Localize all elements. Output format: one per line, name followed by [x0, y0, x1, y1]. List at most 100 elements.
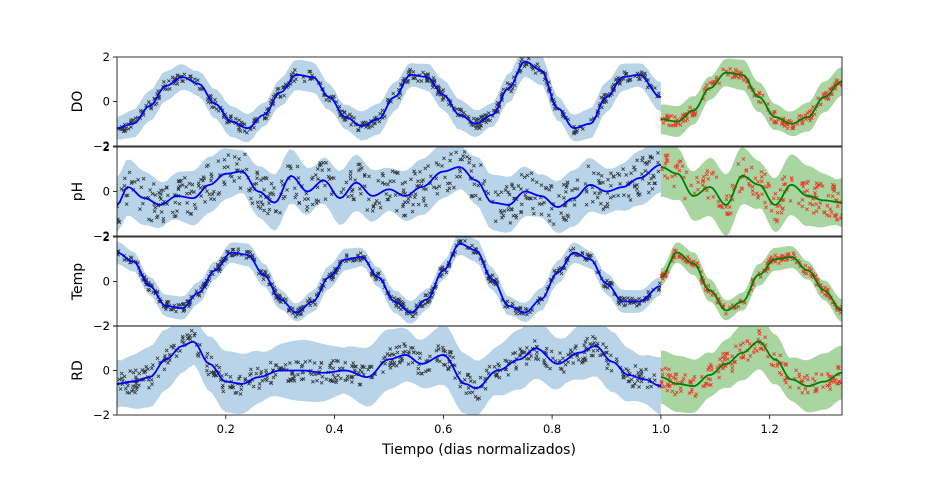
data-point [585, 336, 590, 341]
data-point [483, 113, 487, 117]
y-tick-label: 2 [103, 230, 110, 244]
train-observations [117, 149, 661, 227]
data-point [609, 368, 614, 373]
data-point [761, 347, 766, 352]
data-point [446, 366, 450, 371]
data-point [808, 118, 813, 123]
data-point [561, 356, 565, 361]
data-point [288, 361, 292, 365]
data-point [182, 175, 187, 180]
data-point [285, 188, 289, 192]
data-point [251, 384, 256, 389]
data-point [128, 369, 133, 373]
data-point [636, 193, 641, 198]
data-point [117, 219, 121, 224]
data-point [565, 180, 570, 185]
data-point [133, 390, 137, 395]
data-point [828, 207, 833, 211]
data-point [637, 296, 642, 301]
data-point [406, 362, 411, 366]
data-point [149, 377, 154, 382]
data-point [709, 368, 714, 372]
data-point [836, 366, 841, 371]
data-point [195, 78, 200, 83]
data-point [172, 343, 176, 348]
data-point [276, 86, 281, 91]
data-point [606, 362, 611, 366]
data-point [248, 373, 252, 377]
data-point [185, 210, 190, 214]
data-point [637, 302, 641, 307]
data-point [807, 266, 812, 271]
data-point [801, 184, 805, 189]
data-point [242, 129, 247, 133]
data-point [670, 174, 675, 179]
data-point [518, 305, 523, 310]
data-point [653, 86, 657, 90]
data-point [609, 171, 613, 176]
data-point [149, 106, 154, 111]
data-point [182, 72, 187, 77]
data-point [329, 361, 334, 365]
data-point [358, 382, 363, 387]
data-point [383, 361, 388, 366]
data-point [416, 179, 420, 184]
data-point [217, 190, 222, 195]
data-point [406, 200, 410, 205]
data-point [244, 249, 249, 254]
data-point [217, 269, 222, 274]
data-point [692, 374, 697, 379]
data-point [137, 383, 141, 388]
data-point [500, 215, 504, 220]
data-point [146, 287, 151, 292]
data-point [817, 205, 821, 210]
data-point [292, 374, 297, 378]
data-point [300, 370, 305, 375]
data-point [734, 74, 739, 79]
data-point [663, 161, 668, 166]
data-point [632, 165, 636, 170]
data-point [656, 91, 661, 96]
data-point [278, 95, 283, 100]
data-point [617, 173, 622, 177]
data-point [595, 195, 600, 200]
data-point [369, 364, 373, 369]
data-point [231, 247, 236, 252]
data-point [778, 353, 783, 358]
data-point [313, 173, 318, 177]
data-point [767, 184, 772, 188]
data-point [315, 378, 319, 383]
data-point [484, 120, 489, 125]
data-point [514, 367, 519, 371]
data-point [423, 293, 428, 298]
data-point [174, 354, 179, 359]
data-point [724, 197, 729, 202]
data-point [640, 172, 644, 177]
data-point [589, 253, 593, 258]
data-point [434, 161, 439, 165]
data-point [501, 87, 506, 92]
data-point [180, 183, 185, 187]
data-point [765, 354, 770, 359]
data-point [357, 186, 362, 191]
data-point [605, 286, 610, 290]
data-point [598, 353, 602, 358]
data-point [259, 200, 264, 204]
data-point [403, 191, 408, 196]
data-point [524, 345, 529, 350]
data-point [623, 71, 628, 76]
data-point [751, 192, 756, 197]
data-point [386, 197, 391, 202]
data-point [267, 207, 272, 212]
data-point [154, 101, 159, 106]
data-point [423, 72, 428, 77]
data-point [431, 185, 436, 190]
data-point [683, 196, 687, 201]
data-point [737, 76, 741, 80]
data-point [714, 175, 719, 180]
data-point [802, 375, 807, 380]
data-point [512, 83, 517, 88]
data-point [580, 127, 585, 131]
data-point [424, 187, 428, 192]
data-point [336, 359, 341, 364]
